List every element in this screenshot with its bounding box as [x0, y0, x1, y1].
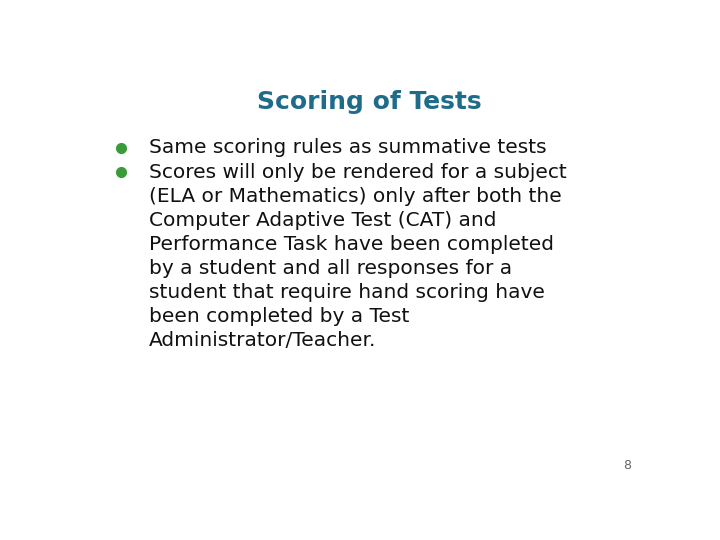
Text: Performance Task have been completed: Performance Task have been completed	[148, 235, 554, 254]
Text: been completed by a Test: been completed by a Test	[148, 307, 409, 326]
Text: Scores will only be rendered for a subject: Scores will only be rendered for a subje…	[148, 163, 567, 181]
Text: student that require hand scoring have: student that require hand scoring have	[148, 283, 544, 302]
Text: (ELA or Mathematics) only after both the: (ELA or Mathematics) only after both the	[148, 187, 562, 206]
Text: Same scoring rules as summative tests: Same scoring rules as summative tests	[148, 138, 546, 158]
Text: Scoring of Tests: Scoring of Tests	[257, 90, 481, 114]
Text: by a student and all responses for a: by a student and all responses for a	[148, 259, 512, 278]
Text: Administrator/Teacher.: Administrator/Teacher.	[148, 332, 376, 350]
Text: 8: 8	[624, 460, 631, 472]
Text: Computer Adaptive Test (CAT) and: Computer Adaptive Test (CAT) and	[148, 211, 496, 230]
